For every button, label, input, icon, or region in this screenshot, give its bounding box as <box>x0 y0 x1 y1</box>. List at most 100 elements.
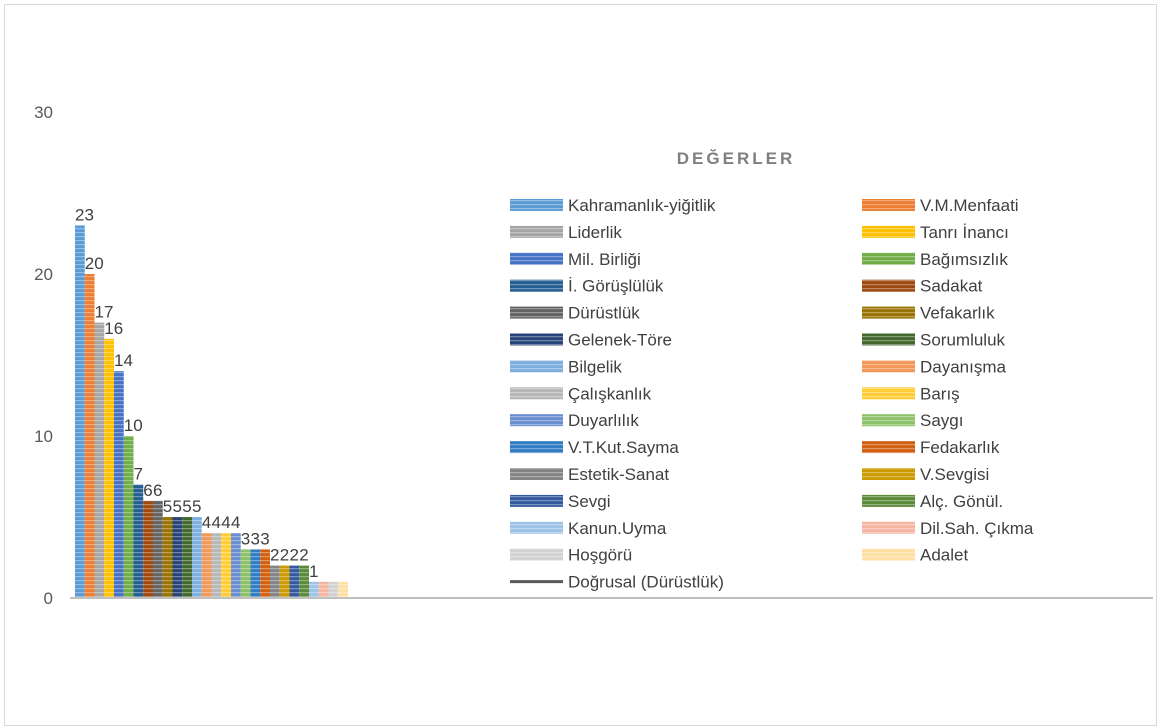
legend-swatch <box>510 225 563 238</box>
legend-swatch <box>510 441 563 454</box>
y-axis-ticks: 0 10 20 30 <box>34 103 53 608</box>
bar <box>192 517 202 598</box>
bar <box>84 274 95 598</box>
legend-item-label: Sadakat <box>920 277 983 296</box>
legend-item-label: Barış <box>920 384 960 403</box>
bar <box>172 517 183 598</box>
legend-swatch <box>862 306 915 319</box>
bar <box>279 565 290 598</box>
data-label: 16 <box>104 319 123 338</box>
legend-swatch <box>862 360 915 373</box>
legend-item-label: V.Sevgisi <box>920 465 989 484</box>
bar <box>201 533 212 598</box>
legend-item-label: Fedakarlık <box>920 438 1000 457</box>
y-tick-label: 0 <box>44 589 53 608</box>
legend-swatch <box>862 441 915 454</box>
legend-swatch <box>862 333 915 346</box>
bar <box>289 565 300 598</box>
data-label: 3 <box>260 529 269 548</box>
bar <box>328 581 339 598</box>
legend-swatch <box>862 548 915 561</box>
legend-item-label: Adalet <box>920 546 968 565</box>
legend-item-label: Dürüstlük <box>568 304 640 323</box>
y-tick-label: 10 <box>34 427 53 446</box>
legend-swatch <box>862 279 915 292</box>
bar <box>299 565 309 598</box>
legend-item-label: V.T.Kut.Sayma <box>568 438 679 457</box>
data-label: 14 <box>114 351 133 370</box>
data-label: 4 <box>221 513 230 532</box>
bar <box>94 322 105 598</box>
legend-item-label: Gelenek-Töre <box>568 331 672 350</box>
legend-swatch <box>862 252 915 265</box>
data-label: 5 <box>182 497 191 516</box>
data-label: 2 <box>290 546 299 565</box>
legend-swatch <box>510 548 563 561</box>
legend-item-label: İ. Görüşlülük <box>568 277 664 296</box>
bar <box>318 581 329 598</box>
legend-swatch <box>862 468 915 480</box>
data-label: 6 <box>153 481 162 500</box>
legend-item-label: Vefakarlık <box>920 304 995 323</box>
legend-swatch <box>510 387 563 400</box>
data-label: 2 <box>270 546 279 565</box>
bar <box>133 484 144 598</box>
data-label: 23 <box>75 205 94 224</box>
legend-swatch <box>862 387 915 400</box>
bar <box>260 549 270 598</box>
legend-item-label: Çalışkanlık <box>568 384 652 403</box>
bar <box>153 500 163 598</box>
legend-item-label: Kanun.Uyma <box>568 519 667 538</box>
legend-item-label: Hoşgörü <box>568 546 632 565</box>
legend-item-label: Dil.Sah. Çıkma <box>920 519 1034 538</box>
bar <box>123 436 134 598</box>
data-label: 5 <box>173 497 182 516</box>
data-label: 7 <box>134 465 143 484</box>
bar <box>250 549 261 598</box>
legend-swatch <box>862 494 915 507</box>
legend-trendline-label: Doğrusal (Dürüstlük) <box>568 573 724 592</box>
bars <box>75 225 348 598</box>
bar <box>221 533 231 598</box>
legend-swatch <box>510 360 563 373</box>
bar <box>182 517 192 598</box>
legend-swatch <box>862 414 915 427</box>
legend-swatch <box>510 494 563 507</box>
legend-item-label: Saygı <box>920 411 963 430</box>
data-label: 10 <box>124 416 143 435</box>
legend-swatch <box>510 279 563 292</box>
legend-item-label: Tanrı İnancı <box>920 223 1009 242</box>
legend-item-label: Kahramanlık-yiğitlik <box>568 196 716 215</box>
legend-item-label: V.M.Menfaati <box>920 196 1019 215</box>
bar <box>114 371 124 598</box>
legend-item-label: Mil. Birliği <box>568 250 641 269</box>
data-label: 3 <box>241 529 250 548</box>
data-label: 4 <box>212 513 221 532</box>
legend-swatch <box>862 225 915 238</box>
legend-item-label: Bilgelik <box>568 357 622 376</box>
legend-item-label: Duyarlılık <box>568 411 639 430</box>
legend-title: DEĞERLER <box>677 149 795 168</box>
legend-swatch <box>510 414 563 427</box>
bar <box>75 225 85 598</box>
data-label: 5 <box>163 497 172 516</box>
y-tick-label: 20 <box>34 265 53 284</box>
data-label: 5 <box>192 497 201 516</box>
y-tick-label: 30 <box>34 103 53 122</box>
legend-item-label: Estetik-Sanat <box>568 465 669 484</box>
legend-swatch <box>510 199 563 211</box>
chart-frame <box>4 4 1157 726</box>
data-label: 4 <box>231 513 240 532</box>
bar <box>162 517 173 598</box>
legend-swatch <box>510 468 563 480</box>
legend-swatch <box>862 521 915 534</box>
legend-swatch <box>510 521 563 534</box>
bar <box>231 533 241 598</box>
bar <box>211 533 222 598</box>
legend-item-label: Dayanışma <box>920 357 1007 376</box>
bar <box>240 549 251 598</box>
bar <box>143 500 153 598</box>
legend-item-label: Liderlik <box>568 223 622 242</box>
